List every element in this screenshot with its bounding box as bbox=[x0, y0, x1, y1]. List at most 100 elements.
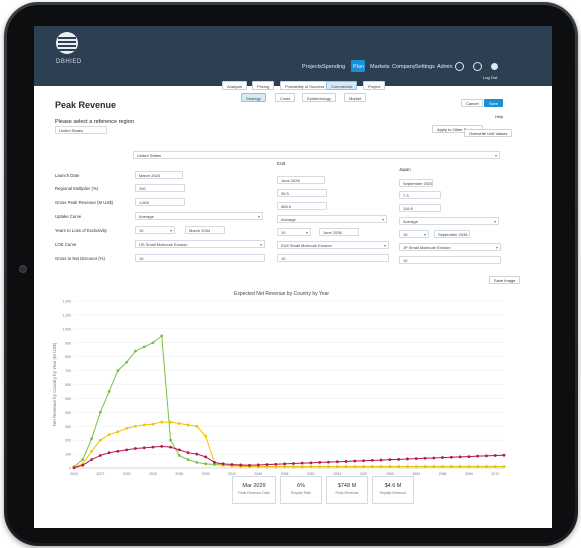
japan-loe-date-field[interactable]: September 2036 bbox=[434, 230, 470, 238]
data-point bbox=[248, 464, 251, 468]
eu5-gross-peak-field[interactable]: 568.0 bbox=[277, 202, 327, 210]
us-g2n-field[interactable]: 10 bbox=[135, 254, 265, 262]
data-point bbox=[502, 465, 506, 469]
data-point bbox=[335, 460, 339, 464]
nav-item-settings[interactable]: Settings bbox=[415, 64, 435, 70]
data-point bbox=[274, 465, 278, 469]
us-loe-years-field[interactable]: 10 ▾ bbox=[135, 226, 175, 234]
help-circle-icon[interactable] bbox=[473, 62, 482, 71]
data-point bbox=[213, 463, 216, 466]
eu5-g2n-field[interactable]: 10 bbox=[277, 254, 389, 262]
tool-pricing[interactable]: Pricing bbox=[252, 81, 275, 90]
japan-g2n-field[interactable]: 10 bbox=[399, 256, 501, 264]
x-tick-label: 2024 bbox=[70, 472, 78, 476]
help-link[interactable]: Help bbox=[491, 113, 508, 121]
chevron-down-icon: ▾ bbox=[169, 228, 172, 233]
us-uptake-select[interactable]: Average ▾ bbox=[135, 212, 263, 220]
tool-costs[interactable]: Costs bbox=[275, 93, 296, 102]
nav-item-admin[interactable]: Admin bbox=[437, 64, 453, 70]
eu5-loe-curve-select[interactable]: EU5 Small Molecule Erosion ▾ bbox=[277, 241, 389, 249]
nav-item-spending[interactable]: Spending bbox=[322, 64, 346, 70]
tool-commercial[interactable]: Commercial bbox=[326, 81, 358, 90]
save-image-button[interactable]: Save Image bbox=[489, 276, 521, 284]
japan-uptake-select[interactable]: Average ▾ bbox=[399, 217, 499, 225]
chart-title: Expected Net Revenue by Country by Year bbox=[234, 291, 330, 297]
y-tick-label: 400 bbox=[65, 411, 71, 415]
y-tick-label: 700 bbox=[65, 369, 71, 373]
data-point bbox=[432, 456, 436, 460]
data-point bbox=[239, 463, 243, 467]
tool-project[interactable]: Project bbox=[363, 81, 386, 90]
label-gross-peak-revenue: Gross Peak Revenue (M US$) bbox=[55, 200, 114, 205]
data-point bbox=[125, 360, 129, 364]
column-japan: Japan bbox=[399, 167, 411, 172]
eu5-launch-date-field[interactable]: June 2026 bbox=[277, 176, 325, 184]
data-point bbox=[107, 433, 111, 436]
eu5-uptake-select[interactable]: Average ▾ bbox=[277, 215, 387, 223]
label-uptake-curve: Uptake Curve bbox=[55, 214, 82, 219]
japan-launch-date-field[interactable]: September 2026 bbox=[399, 179, 433, 187]
data-point bbox=[397, 465, 401, 469]
y-tick-label: 1,200 bbox=[62, 300, 71, 304]
data-point bbox=[467, 465, 471, 469]
japan-multiplier-field[interactable]: 7.3 bbox=[399, 191, 441, 199]
logo-text: DBHIED bbox=[56, 59, 82, 65]
us-loe-curve-select[interactable]: US Small Molecule Erosion ▾ bbox=[135, 240, 265, 248]
data-point bbox=[379, 465, 383, 469]
data-point bbox=[318, 461, 322, 464]
overwrite-unit-values-button[interactable]: Overwrite Unit Values bbox=[464, 129, 513, 137]
japan-gross-peak-field[interactable]: 116.8 bbox=[399, 204, 441, 212]
logout-button[interactable]: Log Out bbox=[480, 74, 501, 81]
label-regional-multiplier: Regional Multiplier (%) bbox=[55, 186, 99, 191]
user-avatar-icon[interactable] bbox=[491, 63, 498, 70]
cancel-button[interactable]: Cancel bbox=[461, 99, 484, 107]
us-loe-date-field[interactable]: March 2034 bbox=[185, 226, 225, 234]
data-point bbox=[476, 454, 480, 458]
chevron-down-icon: ▾ bbox=[381, 217, 384, 222]
us-multiplier-field[interactable]: 100 bbox=[135, 184, 185, 192]
nav-item-markets[interactable]: Markets bbox=[370, 64, 390, 70]
region-header-select[interactable]: United States ▾ bbox=[133, 151, 500, 159]
info-icon[interactable] bbox=[455, 62, 464, 71]
tool-market[interactable]: Market bbox=[344, 93, 367, 102]
tool-analysis[interactable]: Analysis bbox=[222, 81, 247, 90]
us-gross-peak-field[interactable]: 1,600 bbox=[135, 198, 185, 206]
summary-peak-date: Mar 2029 Peak Revenue Date bbox=[232, 476, 276, 504]
save-button[interactable]: Save bbox=[484, 99, 504, 107]
data-point bbox=[344, 465, 348, 469]
tool-epidemiology[interactable]: Epidemiology bbox=[302, 93, 337, 102]
data-point bbox=[177, 448, 181, 452]
label-years-to-loe: Years to Loss of Exclusivity bbox=[55, 228, 107, 233]
nav-item-company[interactable]: Company bbox=[392, 64, 416, 70]
data-point bbox=[142, 423, 146, 427]
data-point bbox=[230, 463, 234, 466]
eu5-loe-date-field[interactable]: June 2036 bbox=[319, 228, 359, 236]
data-point bbox=[327, 465, 330, 469]
nav-item-projects[interactable]: Projects bbox=[302, 64, 322, 70]
eu5-loe-years-field[interactable]: 10 ▾ bbox=[277, 228, 311, 236]
data-point bbox=[256, 465, 260, 469]
japan-loe-curve-select[interactable]: JP Small Molecule Erosion ▾ bbox=[399, 243, 501, 251]
reference-region-select[interactable]: United States bbox=[55, 126, 107, 134]
data-point bbox=[151, 422, 155, 426]
data-point bbox=[370, 458, 374, 462]
data-point bbox=[397, 465, 401, 469]
data-point bbox=[186, 451, 190, 455]
tool-strategy[interactable]: Strategy bbox=[241, 93, 266, 102]
y-tick-label: 600 bbox=[65, 383, 71, 387]
eu5-multiplier-field[interactable]: 35.5 bbox=[277, 189, 327, 197]
label-loe-curve: LOE Curve bbox=[55, 242, 77, 247]
japan-loe-years-field[interactable]: 10 ▾ bbox=[399, 230, 429, 238]
data-point bbox=[213, 461, 216, 464]
app-screen: DBHIED Projects Spending Plan Markets Co… bbox=[34, 26, 552, 528]
data-point bbox=[81, 458, 85, 462]
data-point bbox=[335, 465, 339, 469]
x-tick-label: 2030 bbox=[123, 472, 131, 476]
data-point bbox=[204, 455, 208, 459]
tool-probability[interactable]: Probability of Success bbox=[280, 81, 330, 90]
y-tick-label: 500 bbox=[65, 397, 71, 401]
data-point bbox=[195, 424, 199, 428]
data-point bbox=[493, 454, 497, 457]
us-launch-date-field[interactable]: March 2024 bbox=[135, 171, 183, 179]
nav-item-plan[interactable]: Plan bbox=[353, 64, 365, 70]
